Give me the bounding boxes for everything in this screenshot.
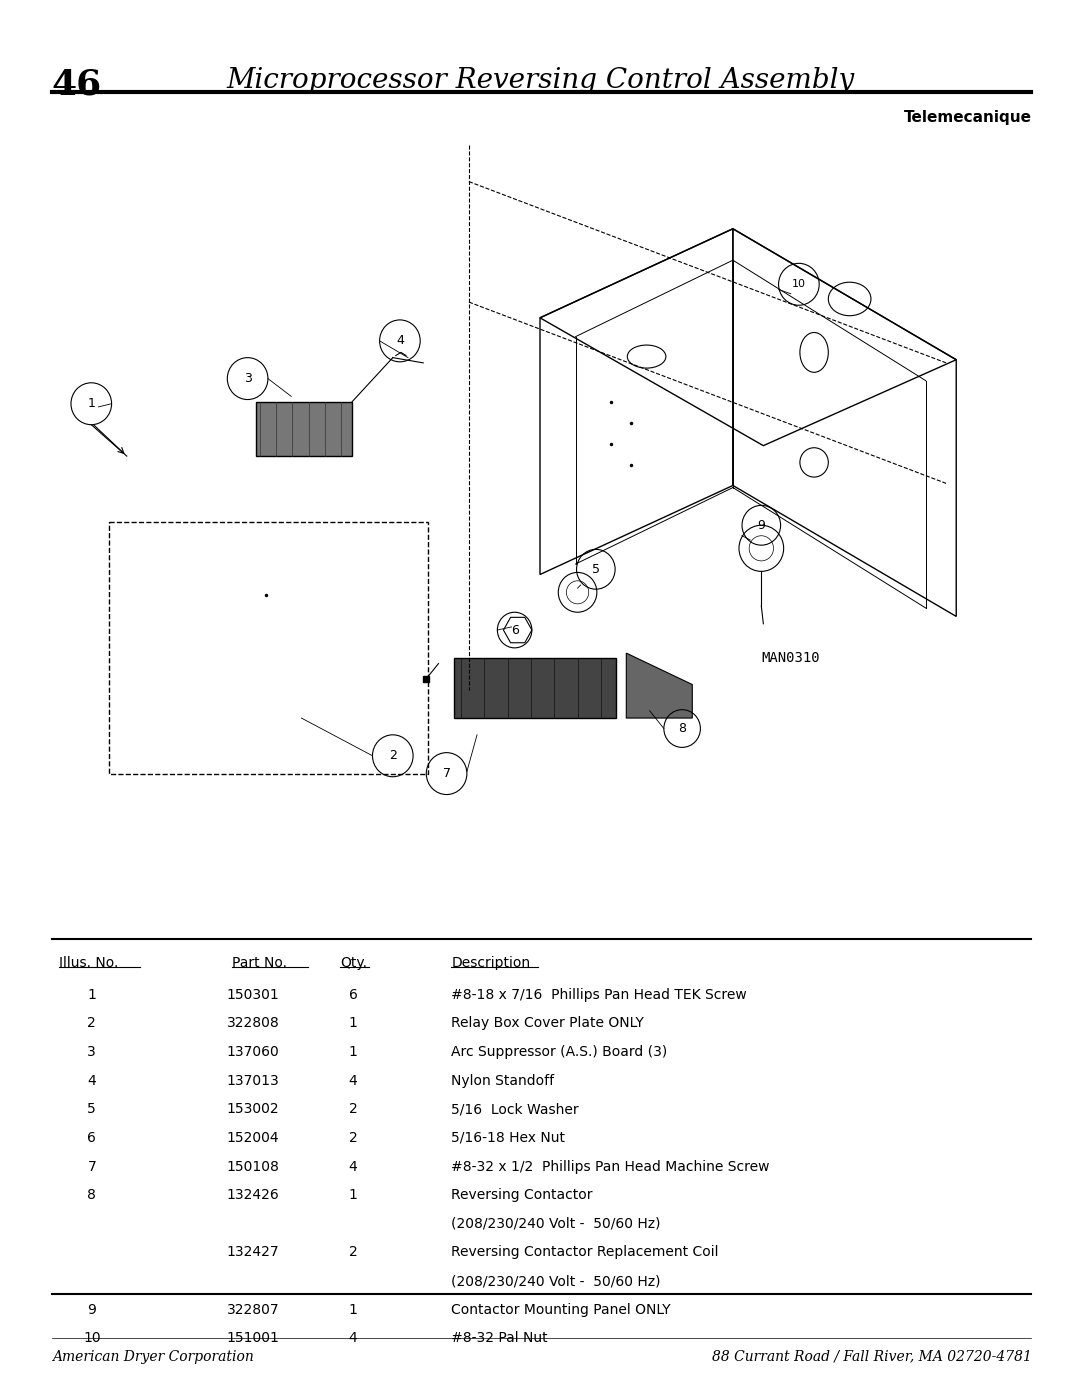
Text: 9: 9: [757, 518, 766, 532]
Text: 4: 4: [349, 1160, 357, 1173]
Text: 137060: 137060: [227, 1045, 280, 1059]
Text: 322808: 322808: [227, 1017, 280, 1031]
Text: Reversing Contactor: Reversing Contactor: [451, 1187, 593, 1203]
Text: 2: 2: [349, 1132, 357, 1146]
Text: 137013: 137013: [227, 1074, 280, 1088]
Text: 7: 7: [87, 1160, 96, 1173]
Text: 1: 1: [87, 397, 95, 411]
Text: 6: 6: [87, 1132, 96, 1146]
Text: 88 Currant Road / Fall River, MA 02720-4781: 88 Currant Road / Fall River, MA 02720-4…: [712, 1350, 1031, 1363]
Text: Relay Box Cover Plate ONLY: Relay Box Cover Plate ONLY: [451, 1017, 645, 1031]
Text: Arc Suppressor (A.S.) Board (3): Arc Suppressor (A.S.) Board (3): [451, 1045, 667, 1059]
Text: (208/230/240 Volt -  50/60 Hz): (208/230/240 Volt - 50/60 Hz): [451, 1274, 661, 1288]
Text: 153002: 153002: [227, 1102, 280, 1116]
Text: #8-32 x 1/2  Phillips Pan Head Machine Screw: #8-32 x 1/2 Phillips Pan Head Machine Sc…: [451, 1160, 770, 1173]
Text: 10: 10: [83, 1331, 100, 1345]
Text: 1: 1: [349, 1017, 357, 1031]
Text: 5: 5: [87, 1102, 96, 1116]
Text: #8-18 x 7/16  Phillips Pan Head TEK Screw: #8-18 x 7/16 Phillips Pan Head TEK Screw: [451, 988, 747, 1002]
Text: 2: 2: [87, 1017, 96, 1031]
Text: 322807: 322807: [227, 1302, 280, 1317]
Text: 132426: 132426: [227, 1187, 280, 1203]
Text: 5/16  Lock Washer: 5/16 Lock Washer: [451, 1102, 579, 1116]
Text: Description: Description: [451, 956, 530, 970]
Text: 1: 1: [349, 1187, 357, 1203]
Text: 4: 4: [396, 334, 404, 348]
Text: 9: 9: [87, 1302, 96, 1317]
Text: 1: 1: [87, 988, 96, 1002]
Text: MAN0310: MAN0310: [761, 651, 820, 665]
Text: American Dryer Corporation: American Dryer Corporation: [52, 1350, 254, 1363]
Text: 151001: 151001: [227, 1331, 280, 1345]
Text: 3: 3: [244, 372, 252, 386]
Text: 3: 3: [87, 1045, 96, 1059]
Polygon shape: [626, 654, 692, 718]
Text: Qty.: Qty.: [340, 956, 367, 970]
Text: Microprocessor Reversing Control Assembly: Microprocessor Reversing Control Assembl…: [226, 67, 854, 94]
Text: #8-32 Pal Nut: #8-32 Pal Nut: [451, 1331, 548, 1345]
Text: 150108: 150108: [227, 1160, 280, 1173]
Text: 2: 2: [349, 1246, 357, 1260]
Polygon shape: [454, 658, 616, 718]
Text: 2: 2: [349, 1102, 357, 1116]
Text: 46: 46: [52, 67, 103, 101]
Text: Part No.: Part No.: [232, 956, 287, 970]
Text: Reversing Contactor Replacement Coil: Reversing Contactor Replacement Coil: [451, 1246, 719, 1260]
Text: 132427: 132427: [227, 1246, 280, 1260]
Polygon shape: [256, 402, 352, 455]
Text: 8: 8: [87, 1187, 96, 1203]
Text: 6: 6: [511, 623, 518, 637]
Text: 1: 1: [349, 1302, 357, 1317]
Text: Illus. No.: Illus. No.: [59, 956, 119, 970]
Text: 8: 8: [678, 722, 686, 735]
Text: 4: 4: [87, 1074, 96, 1088]
Text: 7: 7: [443, 767, 450, 780]
Text: 4: 4: [349, 1074, 357, 1088]
Text: Nylon Standoff: Nylon Standoff: [451, 1074, 554, 1088]
Text: 6: 6: [349, 988, 357, 1002]
Text: 2: 2: [389, 749, 396, 763]
Text: 5: 5: [592, 563, 599, 576]
Text: 1: 1: [349, 1045, 357, 1059]
Text: 152004: 152004: [227, 1132, 280, 1146]
Text: 5/16-18 Hex Nut: 5/16-18 Hex Nut: [451, 1132, 566, 1146]
Text: 4: 4: [349, 1331, 357, 1345]
Text: (208/230/240 Volt -  50/60 Hz): (208/230/240 Volt - 50/60 Hz): [451, 1217, 661, 1231]
Text: 150301: 150301: [227, 988, 280, 1002]
Text: Telemecanique: Telemecanique: [903, 110, 1031, 126]
Text: 10: 10: [792, 279, 806, 289]
Text: Contactor Mounting Panel ONLY: Contactor Mounting Panel ONLY: [451, 1302, 671, 1317]
